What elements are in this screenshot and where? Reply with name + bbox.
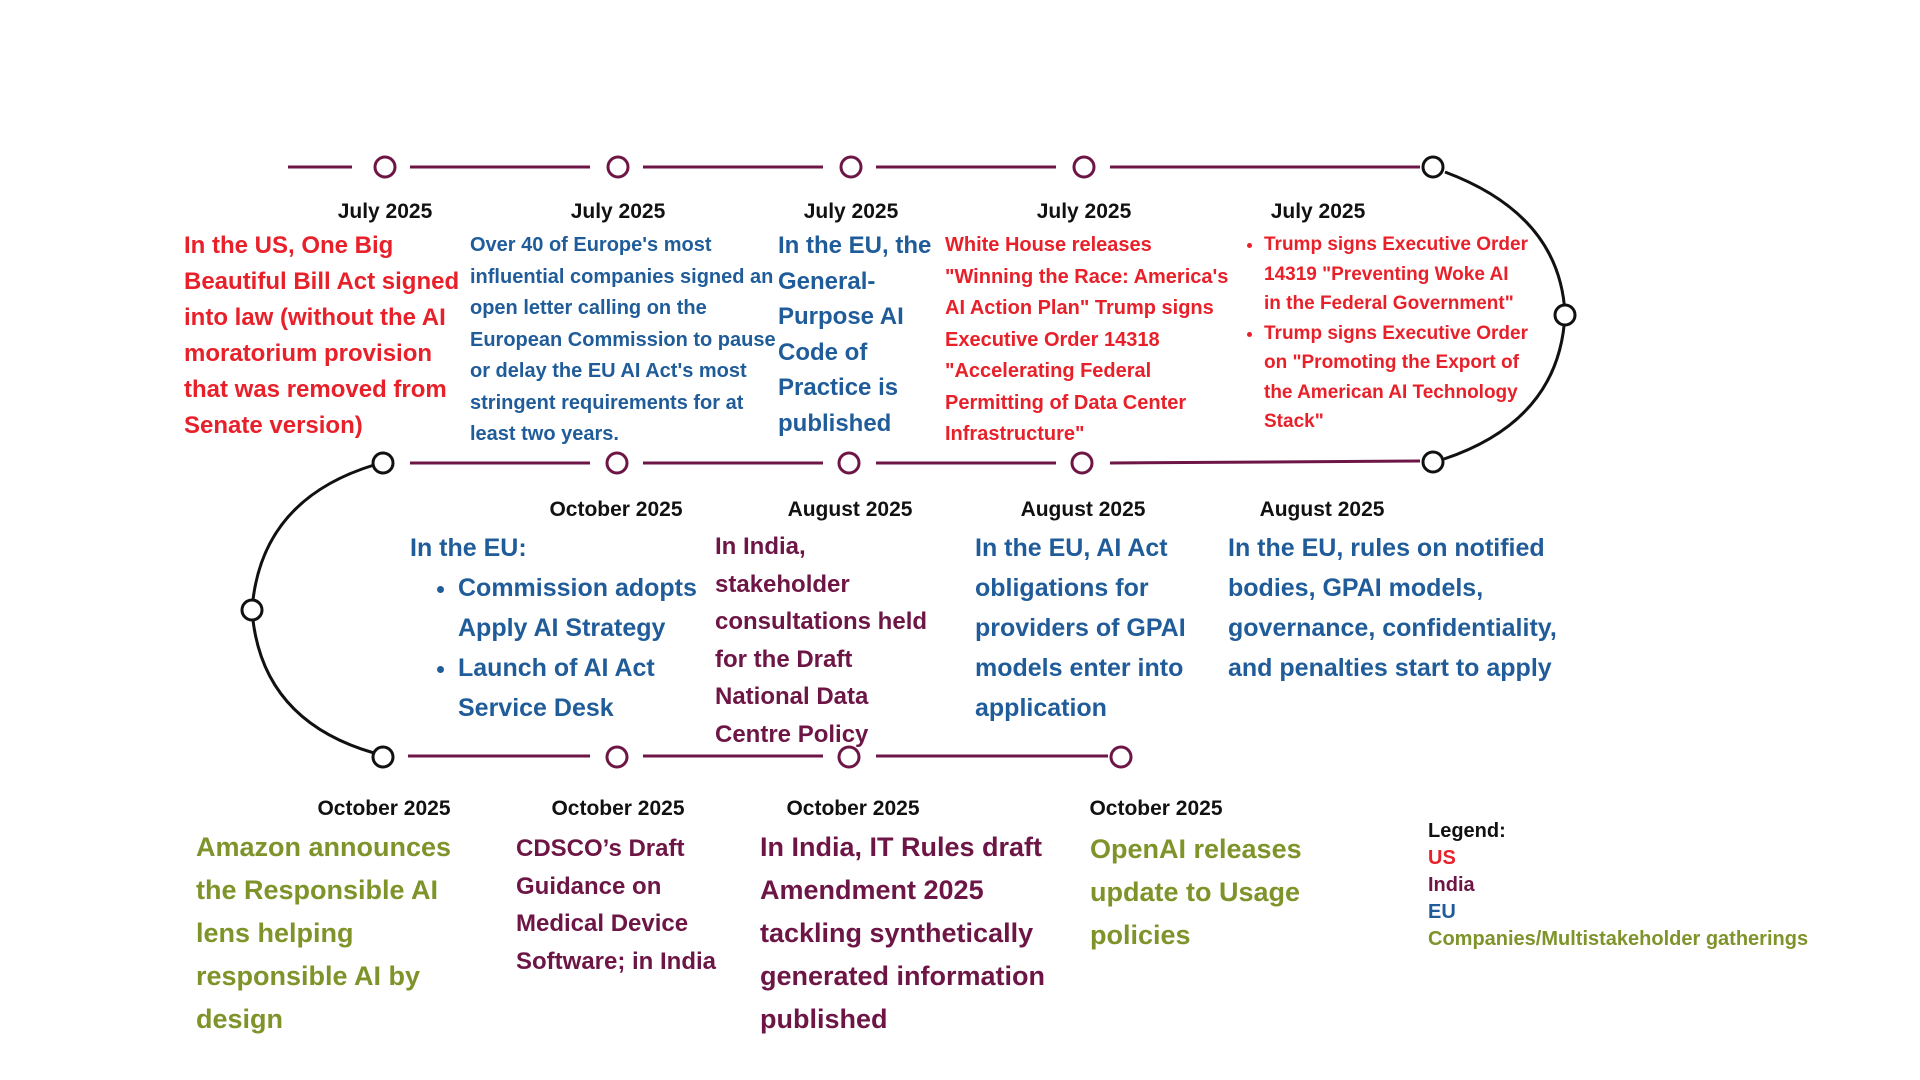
event-list: Trump signs Executive Order 14319 "Preve… <box>1240 230 1530 437</box>
legend: Legend: US India EU Companies/Multistake… <box>1428 818 1808 953</box>
event-text: Amazon announces the Responsible AI lens… <box>196 832 452 1034</box>
event-date: July 2025 <box>570 200 666 223</box>
event-text: Over 40 of Europe's most influential com… <box>470 234 776 445</box>
list-item: Trump signs Executive Order on "Promotin… <box>1264 319 1530 437</box>
node-row2-1 <box>371 451 395 475</box>
legend-item-companies: Companies/Multistakeholder gatherings <box>1428 928 1809 950</box>
event-date: October 2025 <box>317 797 451 820</box>
node-row1-2 <box>606 155 630 179</box>
event-text: In the EU, AI Act obligations for provid… <box>975 534 1186 722</box>
event-date: August 2025 <box>787 498 913 521</box>
event-text: In India, stakeholder consultations held… <box>715 533 928 748</box>
node-row2-5 <box>1421 450 1445 474</box>
node-row1-4 <box>1072 155 1096 179</box>
node-curve-left <box>240 598 264 622</box>
event-date: August 2025 <box>1259 498 1385 521</box>
node-row3-1 <box>371 745 395 769</box>
event-text: In the EU, the General-Purpose AI Code o… <box>778 232 932 437</box>
node-row3-4 <box>1109 745 1133 769</box>
event-text: White House releases "Winning the Race: … <box>945 234 1229 445</box>
node-row3-2 <box>605 745 629 769</box>
node-row3-3 <box>837 745 861 769</box>
node-row2-4 <box>1070 451 1094 475</box>
event-date: August 2025 <box>1020 498 1146 521</box>
event-text: In India, IT Rules draft Amendment 2025 … <box>760 832 1046 1034</box>
node-curve-right <box>1553 303 1577 327</box>
event-date: October 2025 <box>551 797 685 820</box>
event-date: July 2025 <box>1036 200 1132 223</box>
list-item: Commission adopts Apply AI Strategy <box>458 568 720 648</box>
event-date: October 2025 <box>549 498 683 521</box>
event-heading: In the EU: <box>410 534 527 562</box>
event-text: In the EU, rules on notified bodies, GPA… <box>1228 534 1557 682</box>
legend-item-us: US <box>1428 847 1456 869</box>
event-text: CDSCO’s Draft Guidance on Medical Device… <box>516 835 717 975</box>
event-date: July 2025 <box>1270 200 1366 223</box>
list-item: Trump signs Executive Order 14319 "Preve… <box>1264 230 1530 319</box>
event-text: OpenAI releases update to Usage policies <box>1090 834 1302 950</box>
timeline-segment <box>1109 459 1421 465</box>
event-date: July 2025 <box>803 200 899 223</box>
event-block: In the EU: Commission adopts Apply AI St… <box>410 528 720 728</box>
node-row1-1 <box>373 155 397 179</box>
timeline-curve-left <box>250 463 375 755</box>
legend-item-india: India <box>1428 874 1475 896</box>
event-date: October 2025 <box>786 797 920 820</box>
node-row1-5 <box>1421 155 1445 179</box>
event-date: October 2025 <box>1089 797 1223 820</box>
event-text: In the US, One Big Beautiful Bill Act si… <box>184 232 460 439</box>
event-date: July 2025 <box>337 200 433 223</box>
legend-item-eu: EU <box>1428 901 1456 923</box>
node-row2-3 <box>837 451 861 475</box>
node-row2-2 <box>605 451 629 475</box>
legend-title: Legend: <box>1428 820 1506 842</box>
list-item: Launch of AI Act Service Desk <box>458 648 720 728</box>
node-row1-3 <box>839 155 863 179</box>
